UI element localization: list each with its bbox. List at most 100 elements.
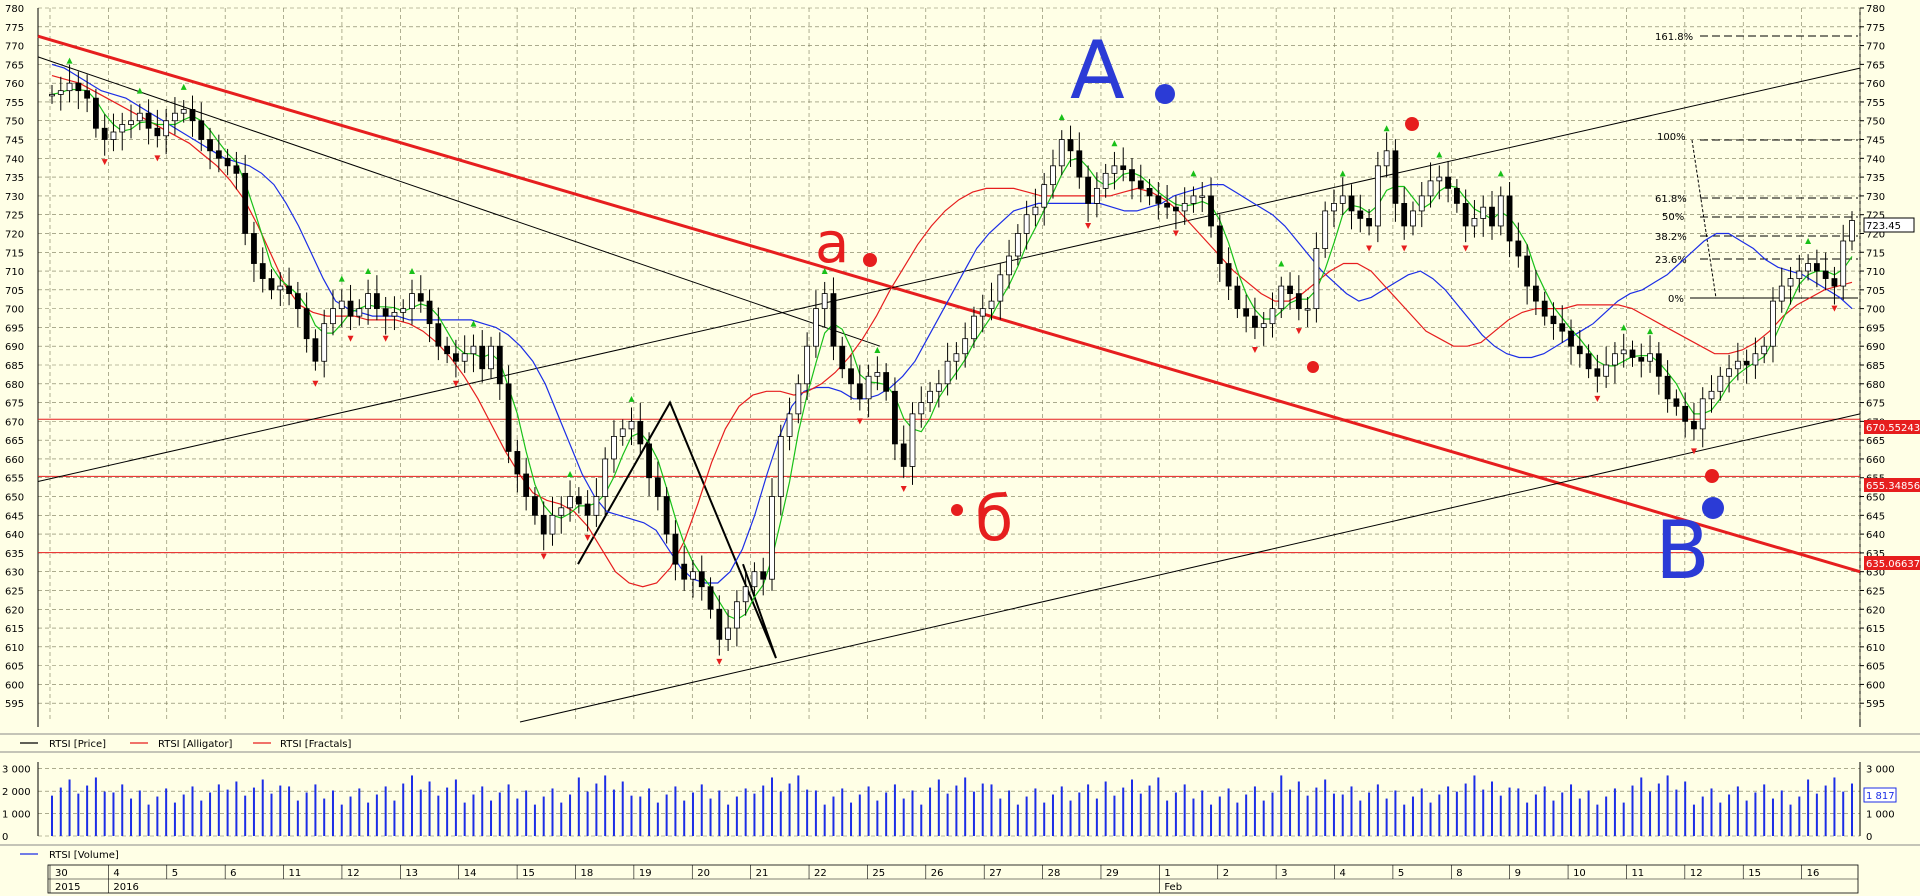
fractal-down xyxy=(900,486,907,493)
red-marker-3 xyxy=(1307,361,1319,373)
candle-body xyxy=(1471,218,1478,227)
candle-body xyxy=(154,127,161,137)
candle-body xyxy=(1594,368,1601,377)
fib-label-38: 38.2% xyxy=(1655,232,1687,243)
candle xyxy=(856,365,863,411)
fractal-up xyxy=(136,87,143,94)
fib-label-161: 161.8% xyxy=(1655,32,1693,43)
candle-body xyxy=(1840,240,1847,287)
candle xyxy=(865,364,872,418)
candle xyxy=(637,402,644,456)
candle xyxy=(198,102,205,152)
candle xyxy=(1137,164,1144,203)
y-tick-left: 620 xyxy=(5,605,24,616)
candle xyxy=(505,365,512,464)
candle xyxy=(997,263,1004,320)
candle-body xyxy=(654,477,661,497)
fractal-down xyxy=(716,658,723,665)
annotation-A: A xyxy=(1070,24,1125,117)
candle-body xyxy=(698,571,705,588)
candle-body xyxy=(1295,293,1302,310)
candle xyxy=(1568,319,1574,365)
candle-body xyxy=(821,293,828,310)
candle-body xyxy=(1445,176,1451,189)
candle-body xyxy=(672,533,679,565)
y-tick-right: 740 xyxy=(1866,154,1885,165)
candle xyxy=(1603,346,1610,388)
candle-body xyxy=(1006,255,1012,276)
candle-body xyxy=(1533,285,1539,302)
candle xyxy=(1550,302,1557,340)
candle-body xyxy=(1137,180,1144,189)
candle-body xyxy=(575,496,582,505)
candle xyxy=(224,148,231,176)
candle-body xyxy=(163,120,170,137)
candle-body xyxy=(532,496,538,516)
date-label: 15 xyxy=(522,868,535,879)
candle-body xyxy=(1058,139,1065,167)
date-label: 4 xyxy=(113,868,119,879)
fib-label-0: 0% xyxy=(1668,294,1684,305)
y-tick-right: 775 xyxy=(1866,23,1885,34)
price-label-current: 723.45 xyxy=(1863,217,1915,233)
annotation-a-dot xyxy=(863,253,877,267)
candle xyxy=(1462,189,1469,243)
svg-text:1 817: 1 817 xyxy=(1866,791,1895,802)
volume-y-tick-right: 0 xyxy=(1866,832,1872,843)
candle-body xyxy=(409,293,415,310)
fractal-down xyxy=(1172,230,1179,237)
candle xyxy=(646,432,652,497)
fractal-up xyxy=(1058,113,1065,120)
price-label-level-2: 655.34856 xyxy=(1864,478,1920,492)
candle-body xyxy=(1576,345,1583,355)
y-tick-left: 775 xyxy=(5,23,24,34)
y-tick-right: 635 xyxy=(1866,549,1885,560)
y-tick-right: 725 xyxy=(1866,211,1885,222)
candle-body xyxy=(84,90,91,99)
fibonacci-levels: 161.8% 100% 61.8% 50% 38.2% 23.6% 0% xyxy=(1655,32,1858,305)
candle xyxy=(409,279,415,325)
y-tick-left: 670 xyxy=(5,417,24,428)
candle-body xyxy=(1682,405,1689,422)
y-tick-left: 710 xyxy=(5,267,24,278)
candle-body xyxy=(1612,353,1618,366)
date-label: 3 xyxy=(1281,868,1287,879)
candle xyxy=(1647,335,1653,373)
date-label: 6 xyxy=(230,868,236,879)
date-label: 18 xyxy=(580,868,593,879)
y-tick-left: 645 xyxy=(5,511,24,522)
red-marker-2 xyxy=(1405,117,1419,131)
candle-body xyxy=(865,375,872,400)
candle-body xyxy=(1726,368,1732,377)
candle xyxy=(927,381,933,412)
candle xyxy=(1190,186,1197,213)
candle xyxy=(716,595,723,656)
candle-body xyxy=(321,323,328,362)
candle xyxy=(1655,342,1662,395)
candle xyxy=(110,113,117,152)
annotations: A a б B xyxy=(815,24,1724,597)
candle xyxy=(1471,200,1478,238)
y-tick-left: 750 xyxy=(5,117,24,128)
candle-body xyxy=(1401,203,1408,227)
candle-body xyxy=(1691,420,1697,430)
candle xyxy=(66,64,73,103)
candle-body xyxy=(233,165,240,174)
candle-body xyxy=(856,383,863,400)
candle-body xyxy=(435,323,442,347)
candle xyxy=(1585,344,1592,379)
candle xyxy=(1199,181,1206,213)
candle xyxy=(1822,252,1829,291)
candle xyxy=(786,397,793,451)
candle xyxy=(470,334,477,373)
date-label: 30 xyxy=(55,868,68,879)
candle xyxy=(848,354,854,400)
annotation-A-dot xyxy=(1155,84,1175,104)
candle xyxy=(391,296,398,331)
candle-body xyxy=(1489,206,1495,227)
candle xyxy=(1638,343,1645,378)
legend: RTSI [Price] RTSI [Alligator] RTSI [Frac… xyxy=(0,733,1920,753)
candle xyxy=(979,294,986,333)
candle-body xyxy=(180,109,187,114)
fractal-down xyxy=(452,380,459,387)
